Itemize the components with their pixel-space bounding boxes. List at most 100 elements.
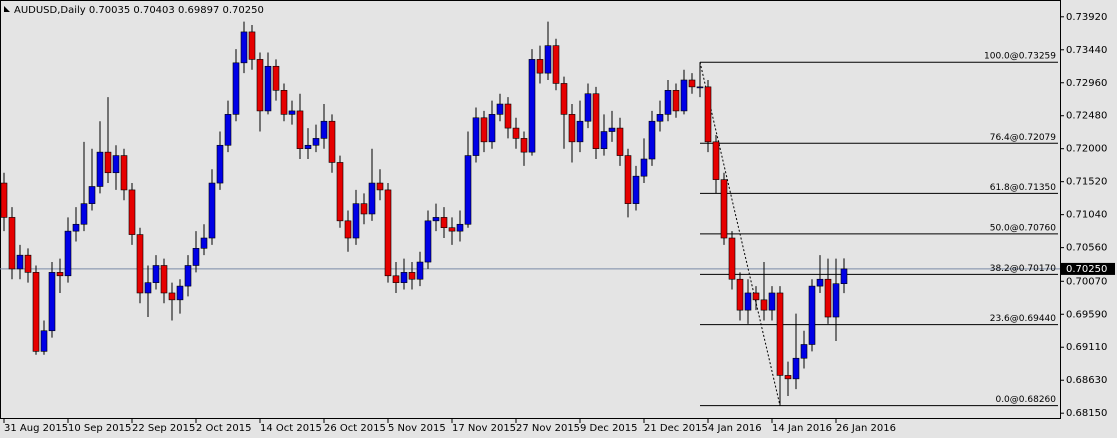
y-tick-label: 0.71040 <box>1066 210 1107 221</box>
candle-body <box>344 220 352 239</box>
candle <box>536 45 544 84</box>
candle <box>624 148 632 218</box>
candle <box>776 286 784 406</box>
candle-body <box>88 186 96 204</box>
candle <box>448 217 456 245</box>
candle-body <box>736 278 744 311</box>
x-tick-label: 14 Oct 2015 <box>260 423 322 434</box>
candle <box>304 128 312 160</box>
candle <box>336 155 344 228</box>
candle-body <box>544 45 552 74</box>
candle-body <box>432 217 440 222</box>
candle <box>208 169 216 245</box>
current-price-label: 0.70250 <box>1066 264 1107 275</box>
y-tick-label: 0.70560 <box>1066 243 1107 254</box>
candle-body <box>64 230 72 277</box>
candle-body <box>728 237 736 280</box>
candle <box>416 251 424 287</box>
candle <box>504 97 512 139</box>
candle-body <box>400 272 408 283</box>
x-tick-label: 17 Nov 2015 <box>452 423 516 434</box>
x-tick-label: 27 Nov 2015 <box>516 423 580 434</box>
candle-body <box>416 261 424 280</box>
candle-body <box>264 65 272 112</box>
candle-body <box>56 272 64 277</box>
candle <box>608 110 616 142</box>
candle <box>832 258 840 342</box>
fib-label: 23.6@0.69440 <box>990 314 1057 324</box>
candle <box>592 86 600 160</box>
candle-body <box>696 86 704 89</box>
candle-body <box>96 151 104 187</box>
candle <box>232 49 240 122</box>
candle-body <box>256 59 264 112</box>
candle-body <box>568 114 576 143</box>
candle-body <box>840 268 848 284</box>
candle-body <box>808 285 816 345</box>
x-tick-label: 31 Aug 2015 <box>4 423 68 434</box>
candle-body <box>744 292 752 311</box>
candle <box>320 104 328 149</box>
candle <box>688 73 696 94</box>
candle-body <box>32 272 40 352</box>
candle <box>360 193 368 225</box>
candle-body <box>608 127 616 132</box>
candle <box>240 21 248 74</box>
candle-body <box>320 120 328 139</box>
candle-body <box>648 120 656 160</box>
current-price-box <box>1061 262 1115 275</box>
candle <box>328 114 336 173</box>
candle <box>256 52 264 132</box>
candle <box>760 262 768 321</box>
candle <box>840 258 848 294</box>
candle-body <box>816 278 824 287</box>
candle-body <box>824 278 832 318</box>
fib-label: 0.0@0.68260 <box>995 395 1056 405</box>
candle-body <box>152 265 160 283</box>
candle-body <box>592 93 600 150</box>
y-tick-label: 0.69110 <box>1066 342 1107 353</box>
candle-body <box>640 158 648 177</box>
y-tick-label: 0.70070 <box>1066 276 1107 287</box>
candle-body <box>328 120 336 163</box>
candle <box>144 265 152 318</box>
candle-body <box>216 144 224 184</box>
candle <box>64 217 72 283</box>
candle <box>640 138 648 184</box>
x-tick-label: 26 Jan 2016 <box>836 423 896 434</box>
candle <box>616 117 624 166</box>
candle <box>768 286 776 321</box>
candle-body <box>384 189 392 277</box>
candle-body <box>168 292 176 301</box>
candle-body <box>304 144 312 150</box>
candle-body <box>528 59 536 153</box>
candle-body <box>424 220 432 263</box>
candle <box>32 265 40 355</box>
candle <box>472 107 480 163</box>
x-tick-label: 2 Oct 2015 <box>196 423 251 434</box>
candle <box>824 258 832 324</box>
candle <box>744 279 752 324</box>
candle-body <box>280 90 288 115</box>
candle-body <box>720 179 728 239</box>
candle <box>728 231 736 290</box>
candle <box>720 172 728 245</box>
candle <box>72 207 80 242</box>
candle-body <box>80 203 88 225</box>
y-tick-label: 0.68150 <box>1066 408 1107 419</box>
candle <box>520 131 528 166</box>
x-tick-label: 22 Sep 2015 <box>132 423 195 434</box>
candle <box>24 248 32 283</box>
candle-body <box>376 182 384 191</box>
candle <box>80 141 88 232</box>
candle <box>792 313 800 390</box>
candle-body <box>688 79 696 88</box>
candle <box>96 121 104 194</box>
candle-body <box>752 292 760 301</box>
candle-body <box>464 155 472 225</box>
candle <box>816 255 824 293</box>
candle-body <box>72 223 80 232</box>
candle-body <box>40 330 48 352</box>
candle-body <box>448 227 456 232</box>
candle-body <box>392 275 400 283</box>
